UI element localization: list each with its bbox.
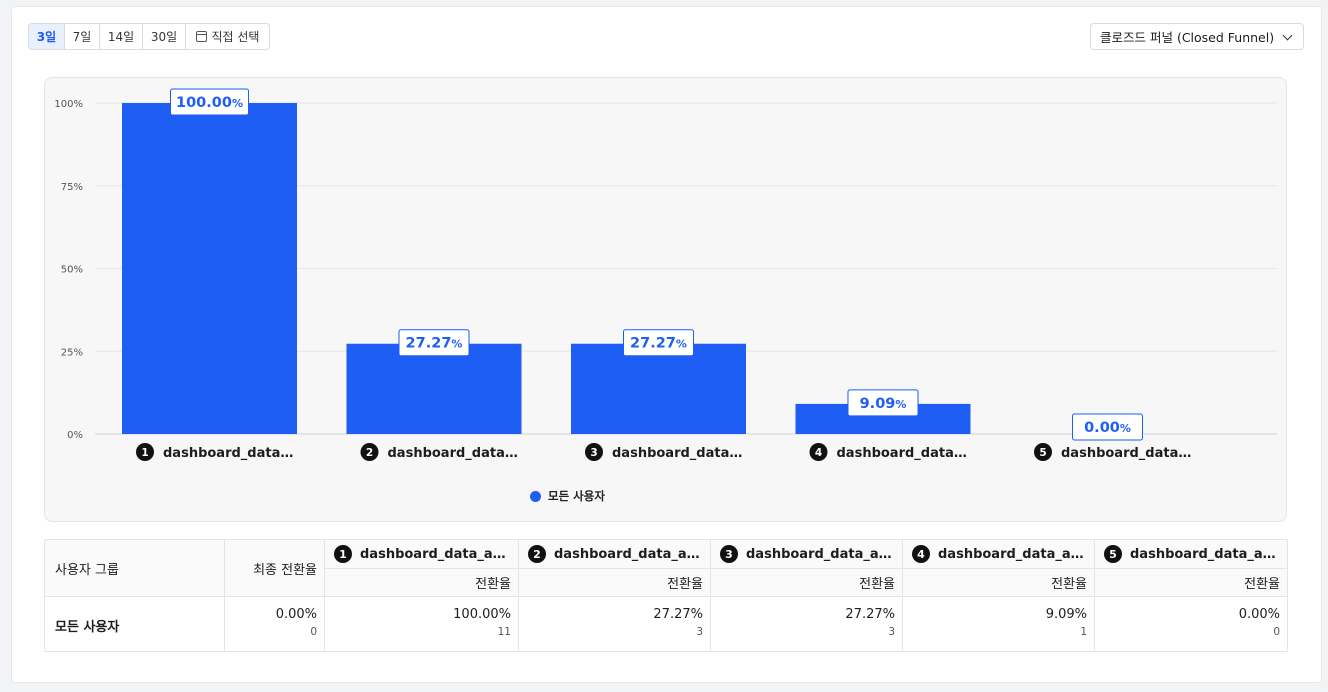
col-divider <box>710 540 711 651</box>
bar <box>346 343 522 434</box>
value-label: 9.09% <box>860 396 907 412</box>
y-tick-label: 0% <box>67 430 83 441</box>
final-rate-column-header: 최종 전환율 <box>253 563 317 578</box>
value-label-box <box>1072 413 1143 441</box>
step-badge-number: 2 <box>366 447 373 459</box>
y-tick-label: 75% <box>61 182 83 193</box>
funnel-bar-chart: 0% 25% 50% 75% 100% 100.00% 1 dashboard_data… 27… <box>54 88 1277 461</box>
x-category-label: dashboard_data… <box>1061 446 1191 461</box>
period-14d-button[interactable]: 14일 <box>100 24 143 49</box>
step-count-value: 1 <box>1080 626 1087 638</box>
header-divider <box>325 568 1287 569</box>
bar <box>122 103 297 434</box>
step-rate-cell: 0.00% 0 <box>1095 607 1280 638</box>
y-tick-label: 25% <box>61 347 83 358</box>
step-badge <box>360 443 379 461</box>
step-rate-value: 100.00% <box>453 607 511 622</box>
x-category-label: dashboard_data… <box>612 446 742 461</box>
step-rate-cell: 100.00% 11 <box>325 607 511 638</box>
x-category-label: dashboard_data… <box>163 446 293 461</box>
step-rate-cell: 27.27% 3 <box>519 607 703 638</box>
step-column-header-4[interactable]: 4 dashboard_data_ana… <box>912 540 1088 568</box>
conversion-subheader: 전환율 <box>859 577 895 592</box>
legend-dot <box>530 490 541 502</box>
custom-range-button[interactable]: 직접 선택 <box>186 24 269 49</box>
final-count-value: 0 <box>310 626 317 638</box>
col-divider <box>1094 540 1095 651</box>
step-badge-number: 5 <box>1039 447 1046 459</box>
step-column-header-1[interactable]: 1 dashboard_data_ana… <box>334 540 512 568</box>
x-category-label: dashboard_data… <box>388 446 518 461</box>
step-count-value: 11 <box>497 626 511 638</box>
value-label-box <box>398 329 470 357</box>
step-badge: 2 <box>528 545 546 563</box>
step-rate-value: 9.09% <box>1045 607 1087 622</box>
calendar-icon <box>195 31 207 42</box>
x-category-label: dashboard_data… <box>837 446 967 461</box>
step-badge: 5 <box>1104 545 1122 563</box>
step-count-value: 0 <box>1273 626 1280 638</box>
period-selector: 3일 7일 14일 30일 직접 선택 <box>28 23 270 50</box>
step-rate-value: 27.27% <box>653 607 703 622</box>
final-rate-value: 0.00% <box>275 607 317 622</box>
step-badge: 4 <box>912 545 930 563</box>
step-name: dashboard_data_ana… <box>554 546 704 562</box>
step-badge <box>136 443 154 461</box>
step-column-header-5[interactable]: 5 dashboard_data_ana… <box>1104 540 1284 568</box>
step-badge <box>809 443 828 461</box>
value-label: 0.00% <box>1084 420 1131 436</box>
value-label-box <box>847 389 919 417</box>
step-rate-value: 27.27% <box>845 607 895 622</box>
funnel-type-value: 클로즈드 퍼널 (Closed Funnel) <box>1100 30 1275 45</box>
col-divider <box>902 540 903 651</box>
step-badge: 3 <box>720 545 738 563</box>
step-count-value: 3 <box>696 626 703 638</box>
step-name: dashboard_data_ana… <box>938 546 1088 562</box>
period-3d-button[interactable]: 3일 <box>29 24 65 49</box>
bar <box>571 343 746 434</box>
step-badge-number: 1 <box>141 447 148 459</box>
custom-range-label: 직접 선택 <box>211 30 260 44</box>
value-label: 27.27% <box>406 336 463 352</box>
conversion-subheader: 전환율 <box>1244 577 1280 592</box>
col-divider <box>518 540 519 651</box>
period-30d-button[interactable]: 30일 <box>143 24 186 49</box>
value-label: 27.27% <box>630 336 687 352</box>
final-rate-cell: 0.00% 0 <box>225 607 317 638</box>
legend-label: 모든 사용자 <box>548 489 605 503</box>
step-rate-value: 0.00% <box>1238 607 1280 622</box>
value-label-box <box>623 329 694 357</box>
y-tick-label: 100% <box>54 99 83 110</box>
step-badge-number: 3 <box>590 447 597 459</box>
step-badge <box>585 443 603 461</box>
step-name: dashboard_data_ana… <box>746 546 896 562</box>
group-name: 모든 사용자 <box>55 619 120 635</box>
conversion-subheader: 전환율 <box>475 577 511 592</box>
step-name: dashboard_data_ana… <box>1130 546 1284 562</box>
step-badge <box>1034 443 1052 461</box>
value-label-box <box>170 88 249 116</box>
step-count-value: 3 <box>888 626 895 638</box>
col-divider <box>324 540 325 651</box>
conversion-subheader: 전환율 <box>667 577 703 592</box>
step-rate-cell: 9.09% 1 <box>903 607 1087 638</box>
header-bottom-line <box>45 596 1287 597</box>
step-name: dashboard_data_ana… <box>360 546 512 562</box>
chart-legend[interactable]: 모든 사용자 <box>530 488 605 504</box>
y-tick-label: 50% <box>61 265 83 276</box>
conversion-subheader: 전환율 <box>1051 577 1087 592</box>
period-7d-button[interactable]: 7일 <box>65 24 100 49</box>
group-column-header: 사용자 그룹 <box>55 563 119 578</box>
step-column-header-2[interactable]: 2 dashboard_data_ana… <box>528 540 704 568</box>
conversion-table: 사용자 그룹 최종 전환율 1 dashboard_data_ana… 2 dash… <box>44 539 1288 652</box>
step-rate-cell: 27.27% 3 <box>711 607 895 638</box>
funnel-type-dropdown[interactable]: 클로즈드 퍼널 (Closed Funnel) <box>1090 23 1304 50</box>
col-divider <box>224 540 225 651</box>
step-column-header-3[interactable]: 3 dashboard_data_ana… <box>720 540 896 568</box>
step-badge-number: 4 <box>815 447 822 459</box>
value-label: 100.00% <box>176 95 243 111</box>
step-badge: 1 <box>334 545 352 563</box>
